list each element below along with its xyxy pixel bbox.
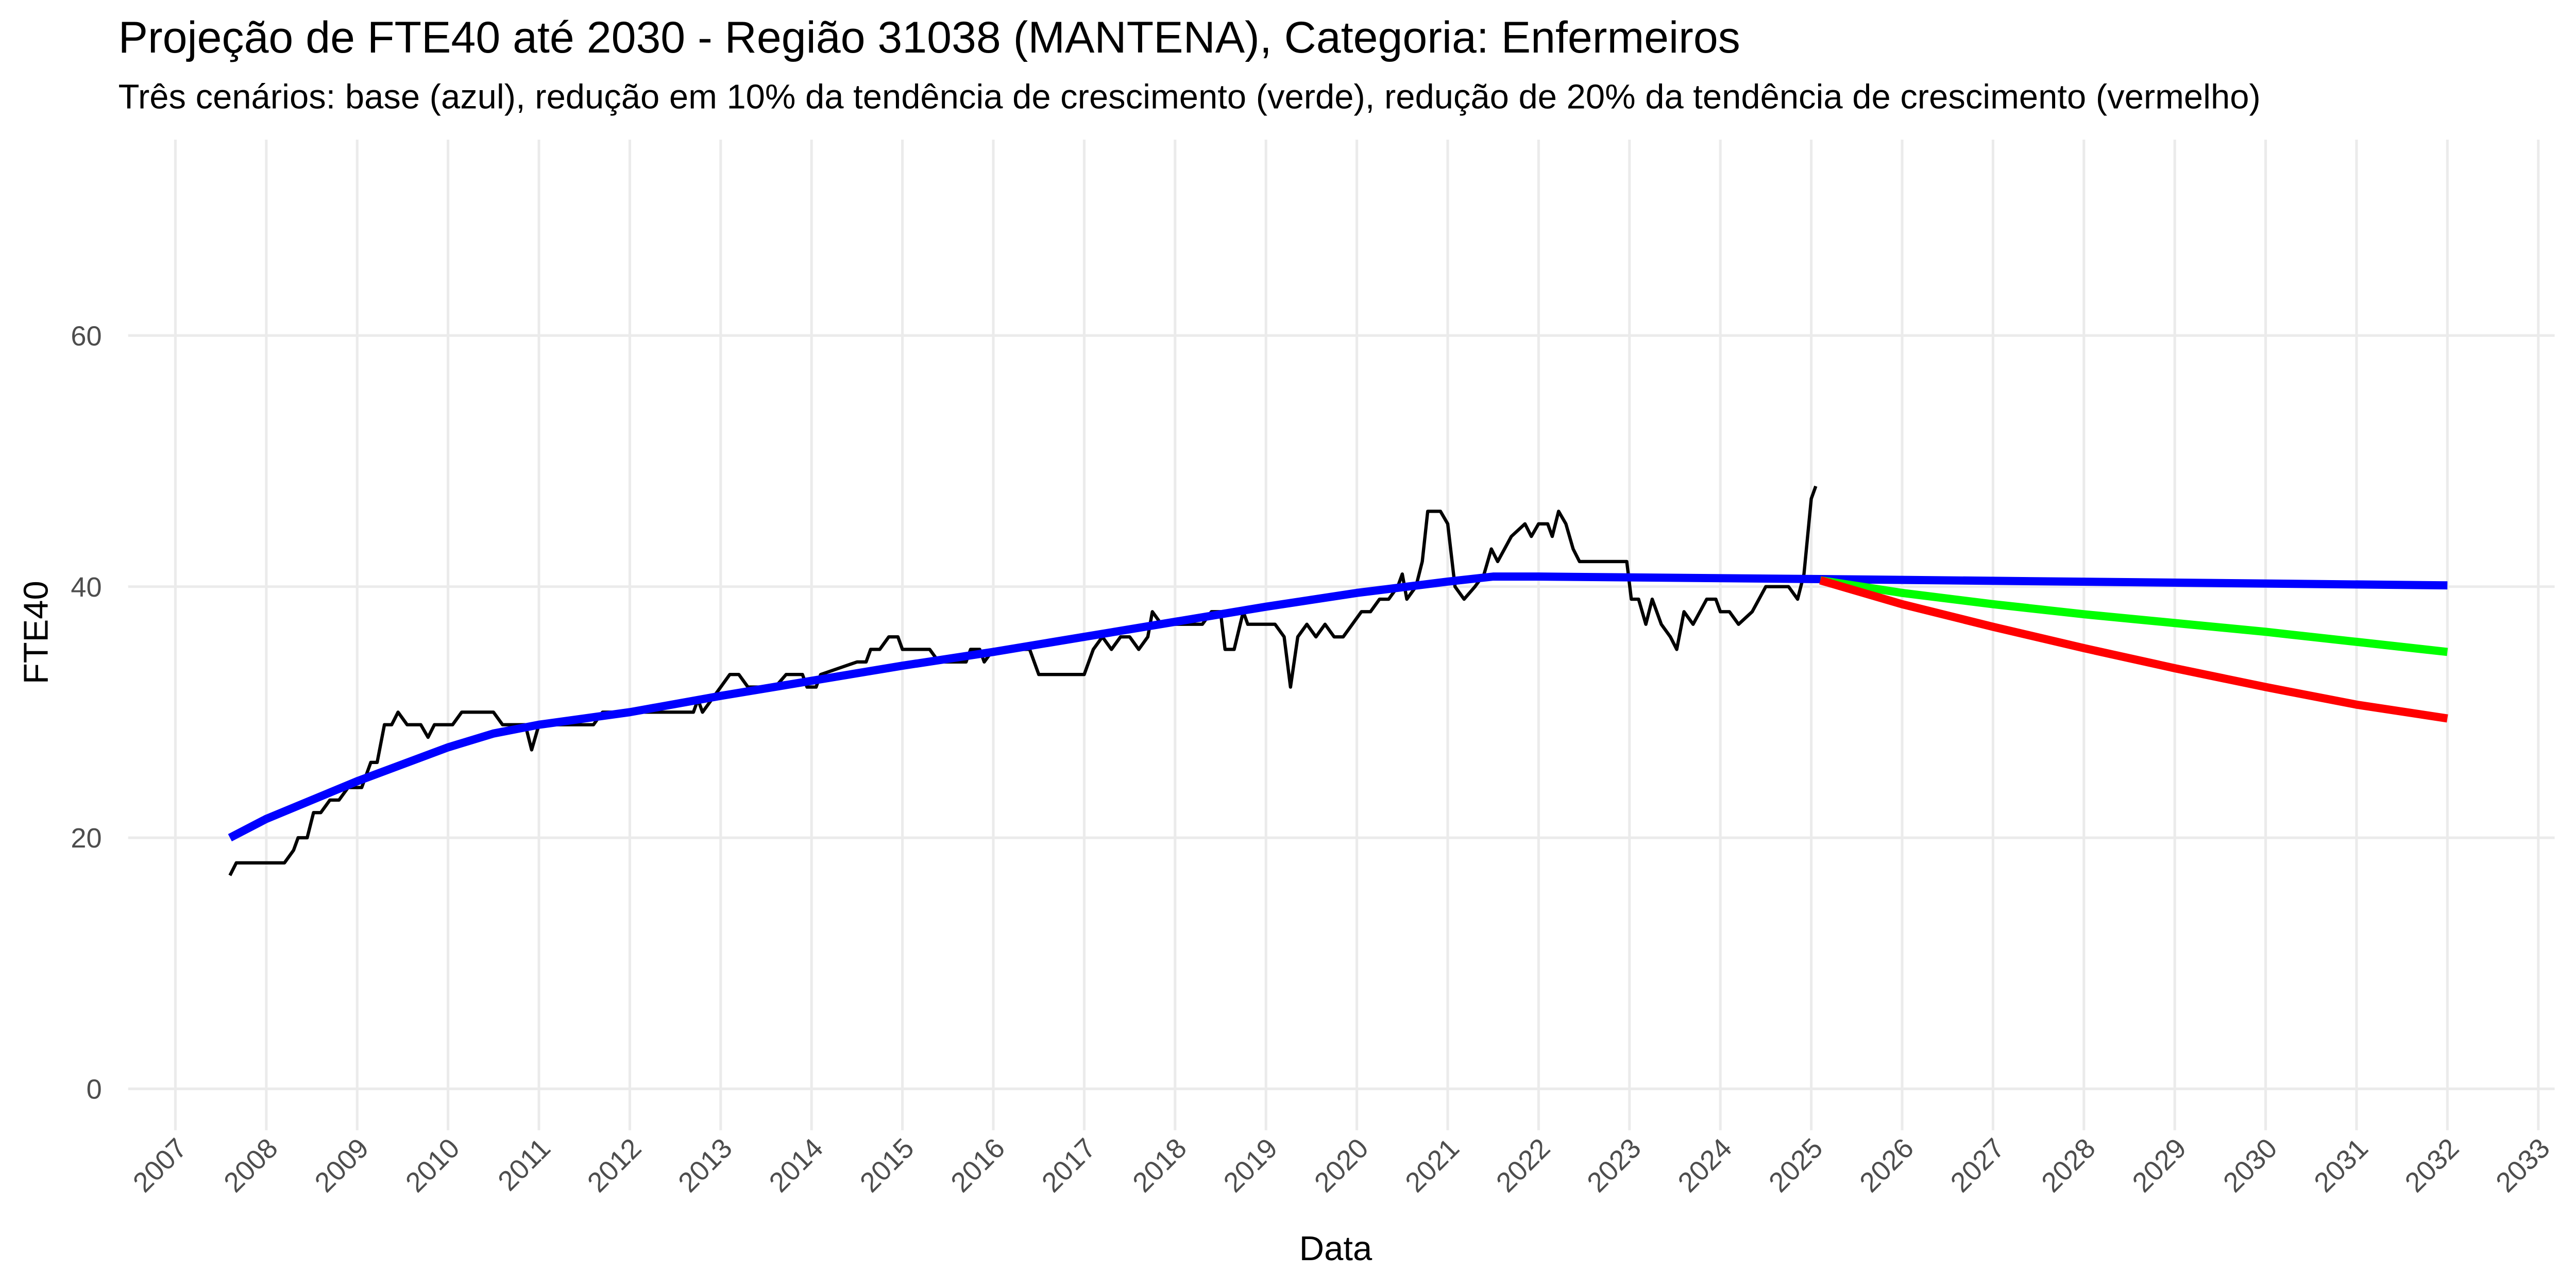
data-line <box>228 485 1818 876</box>
x-tick-label: 2021 <box>1399 1132 1465 1198</box>
x-tick-label: 2030 <box>2217 1132 2283 1198</box>
x-tick-label: 2010 <box>400 1132 466 1198</box>
x-tick-label: 2015 <box>854 1132 920 1198</box>
x-tick-label: 2028 <box>2036 1132 2102 1198</box>
x-axis-label: Data <box>1299 1229 1372 1268</box>
x-tick-label: 2029 <box>2127 1132 2193 1198</box>
y-tick-label: 20 <box>71 823 101 854</box>
x-tick-label: 2008 <box>218 1132 284 1198</box>
x-tick-label: 2033 <box>2490 1132 2556 1198</box>
y-axis-label: FTE40 <box>16 581 55 684</box>
x-tick-label: 2024 <box>1672 1132 1738 1198</box>
x-tick-label: 2026 <box>1854 1132 1920 1198</box>
x-tick-label: 2014 <box>764 1132 829 1198</box>
x-tick-label: 2012 <box>582 1132 648 1198</box>
x-tick-label: 2020 <box>1309 1132 1375 1198</box>
data-line <box>1820 576 2448 656</box>
x-tick-label: 2016 <box>945 1132 1011 1198</box>
x-tick-label: 2023 <box>1581 1132 1647 1198</box>
x-tick-label: 2009 <box>309 1132 375 1198</box>
data-line <box>1819 576 2448 723</box>
x-tick-label: 2019 <box>1218 1132 1284 1198</box>
y-tick-label: 40 <box>71 572 101 603</box>
x-tick-label: 2027 <box>1945 1132 2011 1198</box>
y-tick-label: 0 <box>87 1074 102 1105</box>
x-tick-label: 2022 <box>1490 1132 1556 1198</box>
x-tick-label: 2011 <box>492 1132 556 1197</box>
x-tick-label: 2025 <box>1763 1132 1829 1198</box>
chart-title: Projeção de FTE40 até 2030 - Região 3103… <box>118 13 1740 62</box>
x-tick-label: 2031 <box>2308 1132 2374 1198</box>
x-tick-label: 2017 <box>1036 1132 1102 1198</box>
x-tick-label: 2013 <box>672 1132 738 1198</box>
x-tick-label: 2007 <box>127 1132 193 1198</box>
chart-subtitle: Três cenários: base (azul), redução em 1… <box>118 77 2261 116</box>
x-tick-label: 2018 <box>1127 1132 1193 1198</box>
y-tick-label: 60 <box>71 320 101 351</box>
x-tick-label: 2032 <box>2399 1132 2465 1198</box>
data-line <box>228 572 2448 842</box>
